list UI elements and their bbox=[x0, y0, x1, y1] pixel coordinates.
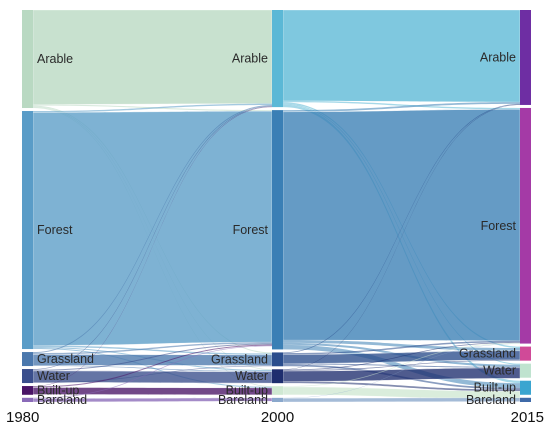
node-label-2000-bareland: Bareland bbox=[218, 393, 268, 407]
nodes-layer bbox=[22, 10, 531, 402]
node-1980-built-up[interactable] bbox=[22, 386, 33, 395]
link-0-grassland-to-forest bbox=[33, 342, 272, 355]
node-1980-arable[interactable] bbox=[22, 10, 33, 109]
node-2000-forest[interactable] bbox=[272, 110, 283, 350]
node-label-2015-water: Water bbox=[483, 364, 516, 378]
node-1980-water[interactable] bbox=[22, 369, 33, 384]
link-0-forest-to-built-up bbox=[33, 347, 272, 388]
link-0-water-to-forest bbox=[33, 343, 272, 371]
node-2015-arable[interactable] bbox=[520, 10, 531, 105]
node-label-1980-built-up: Built-up bbox=[37, 383, 79, 397]
node-label-2015-built-up: Built-up bbox=[474, 381, 516, 395]
link-1-water-to-grassland bbox=[283, 359, 520, 372]
link-0-built-up-to-arable bbox=[33, 106, 272, 387]
link-0-grassland-to-water bbox=[33, 365, 272, 372]
link-0-built-up-to-forest bbox=[33, 344, 272, 388]
link-1-water-to-built-up bbox=[283, 381, 520, 392]
node-2000-built-up[interactable] bbox=[272, 386, 283, 395]
link-1-built-up-to-forest bbox=[283, 342, 520, 387]
node-label-2015-forest: Forest bbox=[481, 219, 517, 233]
link-1-arable-to-forest bbox=[283, 100, 520, 110]
node-label-2015-arable: Arable bbox=[480, 50, 516, 64]
node-label-2015-bareland: Bareland bbox=[466, 393, 516, 407]
link-0-forest-to-grassland bbox=[33, 345, 272, 355]
link-0-forest-to-arable bbox=[33, 103, 272, 113]
node-2015-bareland[interactable] bbox=[520, 397, 531, 402]
node-label-1980-bareland: Bareland bbox=[37, 393, 87, 407]
stage-labels: 1980 2000 2015 bbox=[6, 409, 544, 426]
node-label-2000-built-up: Built-up bbox=[226, 384, 268, 398]
stage-label-2015: 2015 bbox=[511, 409, 544, 426]
node-label-1980-grassland: Grassland bbox=[37, 352, 94, 366]
link-1-grassland-to-forest bbox=[283, 340, 520, 355]
node-2000-grassland[interactable] bbox=[272, 352, 283, 367]
node-2015-water[interactable] bbox=[520, 363, 531, 378]
link-0-grassland-to-arable bbox=[33, 105, 272, 354]
link-1-grassland-to-arable bbox=[283, 103, 520, 354]
link-1-bareland-to-forest bbox=[283, 343, 520, 399]
node-label-2000-water: Water bbox=[235, 369, 268, 383]
node-1980-bareland[interactable] bbox=[22, 397, 33, 402]
node-label-1980-forest: Forest bbox=[37, 223, 73, 237]
link-0-bareland-to-forest bbox=[33, 345, 272, 399]
labels-layer: ArableForestGrasslandWaterBuilt-upBarela… bbox=[37, 50, 517, 406]
node-label-2000-arable: Arable bbox=[232, 52, 268, 66]
link-1-water-to-water bbox=[282, 367, 521, 382]
node-label-2000-forest: Forest bbox=[233, 223, 269, 237]
node-2015-grassland[interactable] bbox=[520, 346, 531, 361]
stage-label-2000: 2000 bbox=[261, 409, 294, 426]
node-2015-built-up[interactable] bbox=[520, 380, 531, 395]
node-2000-arable[interactable] bbox=[272, 10, 283, 108]
node-label-2000-grassland: Grassland bbox=[211, 352, 268, 366]
node-label-1980-arable: Arable bbox=[37, 52, 73, 66]
node-1980-grassland[interactable] bbox=[22, 352, 33, 367]
link-1-forest-to-built-up bbox=[283, 344, 520, 388]
node-2000-water[interactable] bbox=[272, 369, 283, 384]
link-1-water-to-forest bbox=[283, 342, 520, 371]
links-layer bbox=[32, 9, 521, 403]
link-1-forest-to-arable bbox=[283, 102, 520, 112]
node-label-2015-grassland: Grassland bbox=[459, 347, 516, 361]
link-0-water-to-arable bbox=[33, 106, 272, 370]
stage-label-1980: 1980 bbox=[6, 409, 39, 426]
link-1-water-to-arable bbox=[283, 104, 520, 370]
node-2015-forest[interactable] bbox=[520, 107, 531, 344]
node-1980-forest[interactable] bbox=[22, 111, 33, 350]
link-0-water-to-grassland bbox=[33, 365, 272, 384]
node-2000-bareland[interactable] bbox=[272, 397, 283, 402]
node-label-1980-water: Water bbox=[37, 369, 70, 383]
